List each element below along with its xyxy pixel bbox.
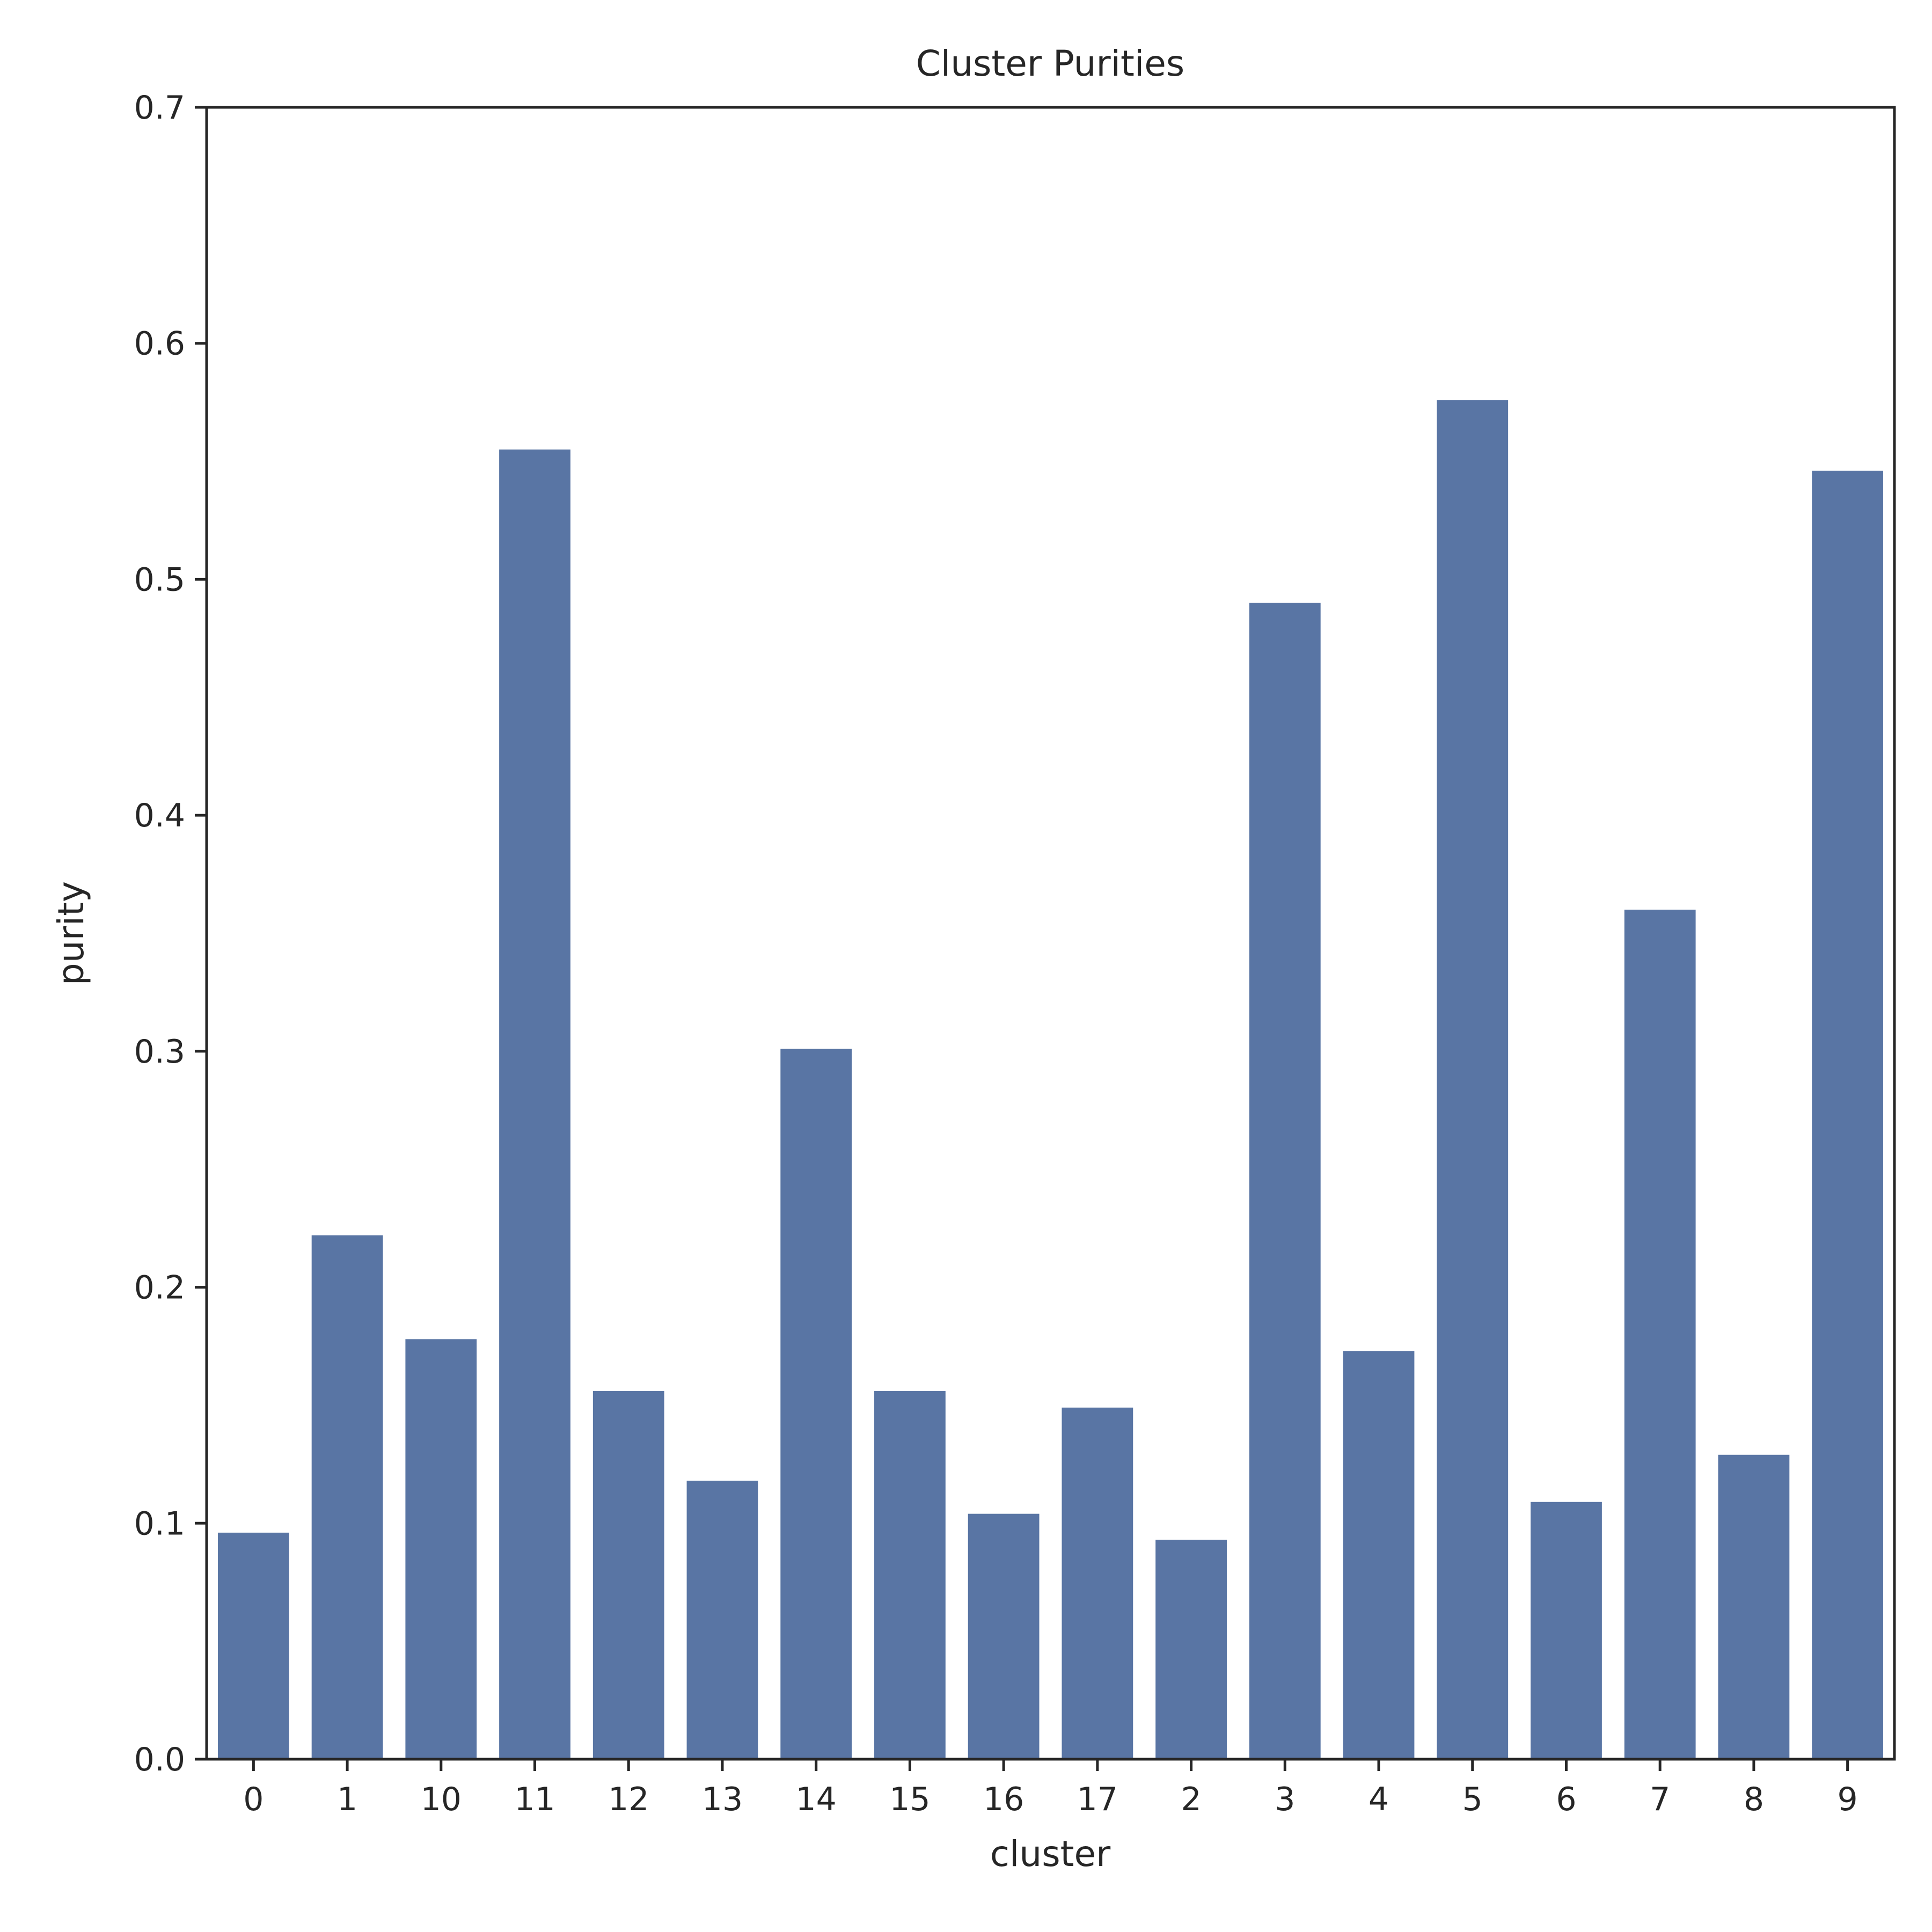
x-tick-label: 3 bbox=[1275, 1781, 1295, 1818]
x-tick-label: 6 bbox=[1556, 1781, 1576, 1818]
x-tick-label: 0 bbox=[243, 1781, 264, 1818]
bar-cluster-0 bbox=[217, 1532, 289, 1759]
bar-cluster-11 bbox=[499, 449, 570, 1759]
bar-cluster-10 bbox=[405, 1339, 477, 1759]
y-tick-label: 0.4 bbox=[134, 797, 185, 835]
x-tick-label: 5 bbox=[1462, 1781, 1483, 1818]
bars-group bbox=[217, 400, 1884, 1760]
y-tick-label: 0.6 bbox=[134, 325, 185, 363]
y-tick-label: 0.1 bbox=[134, 1505, 185, 1542]
bar-cluster-14 bbox=[780, 1049, 852, 1759]
x-axis: 0 1 10 11 12 13 14 15 16 17 2 3 4 5 6 7 8 9 bbox=[243, 1759, 1858, 1818]
bar-cluster-17 bbox=[1062, 1407, 1133, 1759]
bar-cluster-15 bbox=[874, 1391, 946, 1759]
y-tick-label: 0.5 bbox=[134, 561, 185, 598]
bar-cluster-12 bbox=[592, 1391, 664, 1759]
bar-cluster-9 bbox=[1812, 471, 1884, 1760]
y-axis: 0.0 0.1 0.2 0.3 0.4 0.5 0.6 0.7 bbox=[134, 89, 207, 1779]
bar-cluster-1 bbox=[311, 1235, 383, 1759]
x-tick-label: 7 bbox=[1650, 1781, 1670, 1818]
bar-cluster-16 bbox=[968, 1513, 1040, 1759]
x-tick-label: 8 bbox=[1744, 1781, 1764, 1818]
x-tick-label: 15 bbox=[889, 1781, 930, 1818]
bar-cluster-4 bbox=[1343, 1351, 1415, 1759]
y-tick-label: 0.3 bbox=[134, 1033, 185, 1071]
x-axis-label: cluster bbox=[990, 1833, 1111, 1875]
x-tick-label: 1 bbox=[337, 1781, 357, 1818]
y-tick-label: 0.2 bbox=[134, 1269, 185, 1307]
x-tick-label: 12 bbox=[608, 1781, 649, 1818]
x-tick-label: 13 bbox=[702, 1781, 743, 1818]
x-tick-label: 17 bbox=[1077, 1781, 1118, 1818]
bar-cluster-13 bbox=[686, 1481, 758, 1759]
x-tick-label: 10 bbox=[421, 1781, 462, 1818]
y-axis-label: purity bbox=[50, 881, 92, 985]
chart-title: Cluster Purities bbox=[916, 43, 1184, 84]
bar-cluster-2 bbox=[1155, 1540, 1227, 1759]
x-tick-label: 9 bbox=[1838, 1781, 1858, 1818]
y-tick-label: 0.0 bbox=[134, 1741, 185, 1779]
x-tick-label: 16 bbox=[983, 1781, 1024, 1818]
bar-cluster-3 bbox=[1249, 603, 1321, 1760]
bar-cluster-5 bbox=[1437, 400, 1509, 1760]
bar-cluster-6 bbox=[1531, 1502, 1602, 1759]
x-tick-label: 14 bbox=[796, 1781, 837, 1818]
bar-cluster-7 bbox=[1624, 910, 1696, 1759]
bar-cluster-8 bbox=[1718, 1454, 1790, 1759]
plot-frame bbox=[205, 106, 1896, 1761]
x-tick-label: 11 bbox=[514, 1781, 555, 1818]
x-tick-label: 2 bbox=[1181, 1781, 1201, 1818]
x-tick-label: 4 bbox=[1368, 1781, 1389, 1818]
y-tick-label: 0.7 bbox=[134, 89, 185, 127]
